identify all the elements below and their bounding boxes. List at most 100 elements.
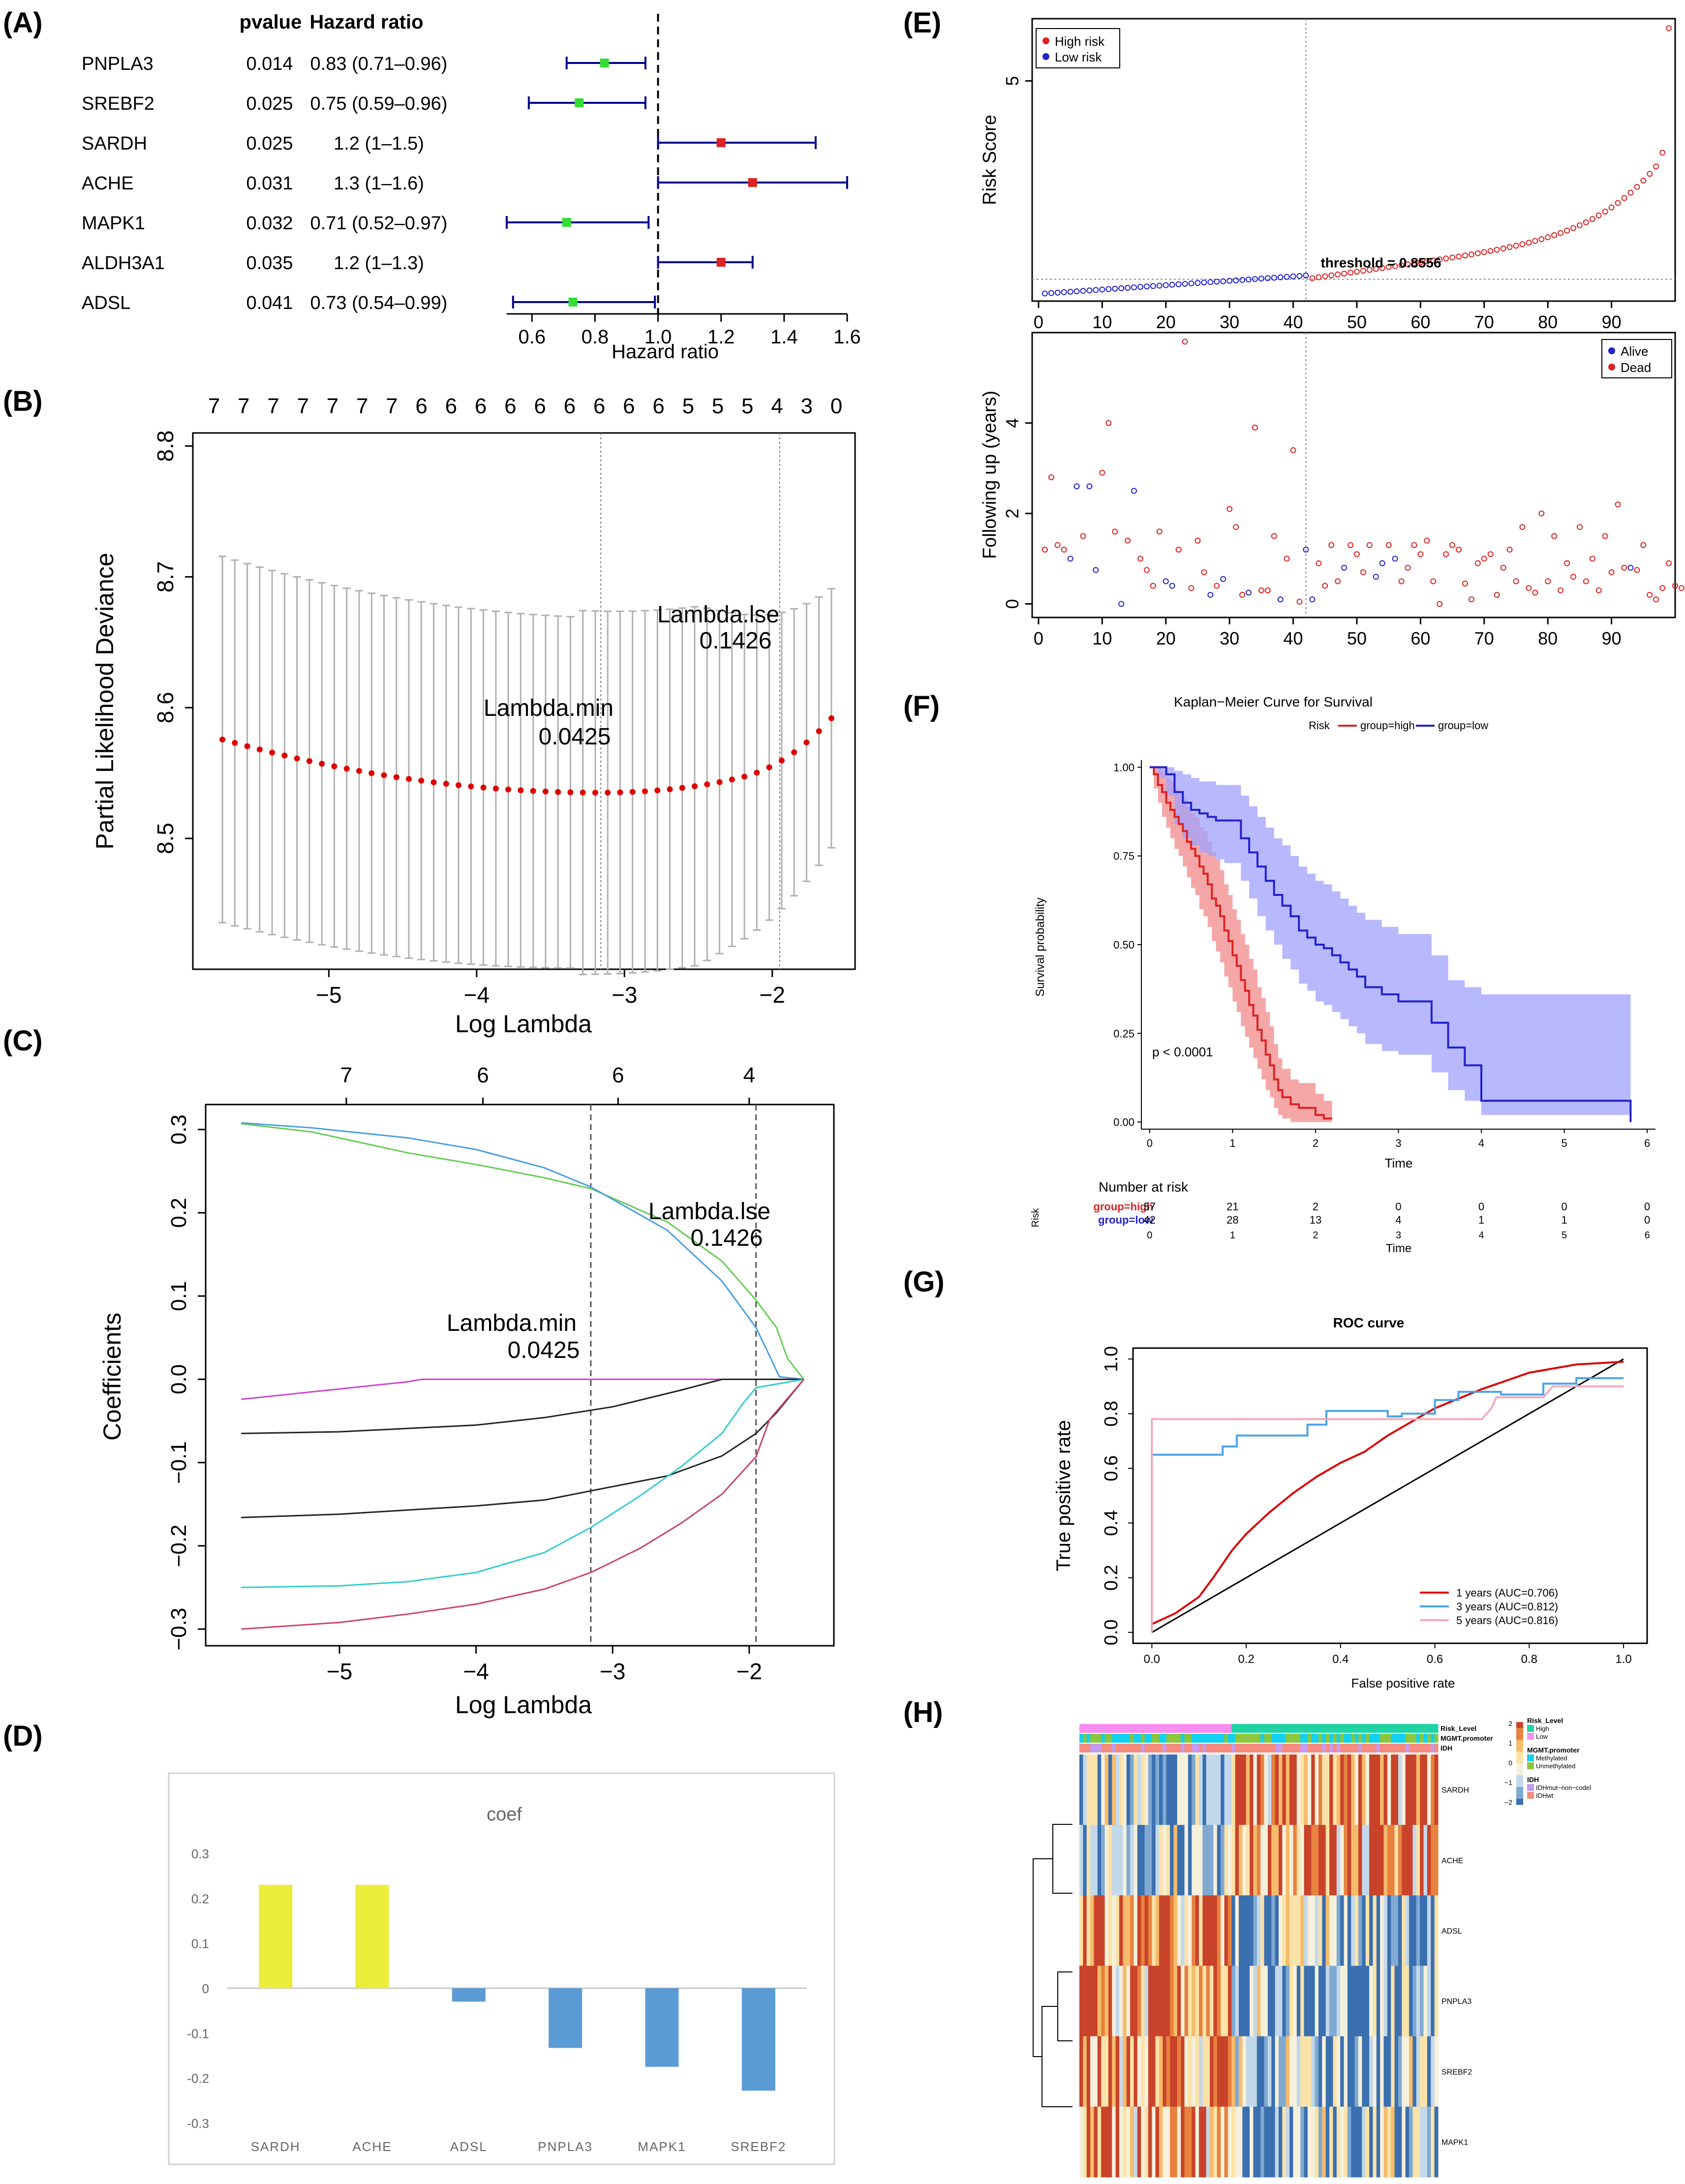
heatmap-cell	[1347, 1825, 1351, 1896]
heatmap-cell	[1217, 1754, 1221, 1825]
heatmap-cell	[1264, 1754, 1268, 1825]
heatmap-annotation-idh-cell	[1256, 1744, 1261, 1753]
heatmap-annotation-idh-cell	[1300, 1744, 1305, 1753]
heatmap-cell	[1163, 1754, 1167, 1825]
heatmap-cell	[1279, 1754, 1283, 1825]
heatmap-cell	[1137, 1825, 1141, 1896]
roc-x-tick-label: 0.8	[1521, 1653, 1537, 1666]
coef-bar-category-label: SREBF2	[731, 2139, 786, 2154]
heatmap-cell	[1173, 2036, 1178, 2107]
risk-x-tick-label: 0	[1034, 312, 1043, 332]
heatmap-annotation-mgmt-cell	[1152, 1734, 1156, 1743]
heatmap-cell	[1394, 1895, 1399, 1966]
lasso-cv-point	[704, 781, 710, 788]
heatmap-annotation-mgmt-cell	[1184, 1734, 1189, 1743]
lasso-cv-top-count: 3	[801, 394, 813, 418]
heatmap-annotation-mgmt-cell	[1141, 1734, 1145, 1743]
heatmap-annotation-mgmt-cell	[1315, 1734, 1319, 1743]
heatmap-cell	[1090, 2106, 1094, 2178]
forest-pvalue: 0.025	[246, 93, 293, 114]
heatmap-cell	[1166, 2106, 1170, 2178]
status-point	[1360, 569, 1366, 576]
status-point	[1405, 564, 1411, 571]
heatmap-cell	[1224, 1754, 1228, 1825]
km-x-tick-label: 3	[1395, 1137, 1401, 1149]
heatmap-cell	[1192, 2106, 1196, 2178]
risk-point	[1207, 279, 1214, 285]
heatmap-cell	[1159, 2106, 1163, 2178]
heatmap-cell	[1431, 1754, 1435, 1825]
heatmap-cell	[1159, 2036, 1163, 2107]
forest-hr-text: 0.71 (0.52–0.97)	[310, 213, 448, 234]
heatmap-annotation-risk-cell	[1173, 1724, 1178, 1733]
heatmap-cell	[1188, 1895, 1192, 1966]
heatmap-cell	[1423, 1966, 1428, 2037]
heatmap-cell	[1184, 2036, 1189, 2107]
heatmap-legend-swatch	[1527, 1733, 1534, 1740]
roc-y-tick-label: 0.0	[1101, 1619, 1122, 1645]
heatmap-annotation-idh-cell	[1296, 1744, 1301, 1753]
heatmap-cell	[1376, 1825, 1380, 1896]
heatmap-cell	[1101, 1825, 1105, 1896]
heatmap-scale-swatch	[1516, 1793, 1523, 1799]
heatmap-cell	[1373, 1754, 1377, 1825]
forest-hr-text: 0.75 (0.59–0.96)	[310, 93, 448, 114]
status-point	[1583, 578, 1589, 584]
km-risk-value: 2	[1313, 1200, 1318, 1213]
heatmap-annotation-label: MGMT.promoter	[1440, 1734, 1493, 1742]
km-curve	[1149, 766, 1632, 1122]
heatmap-cell	[1336, 1966, 1341, 2037]
risk-x-tick-label: 50	[1347, 312, 1367, 332]
heatmap-cell	[1311, 1825, 1316, 1896]
heatmap-cell	[1322, 2036, 1326, 2107]
heatmap-cell	[1206, 1754, 1210, 1825]
heatmap-annotation-risk-cell	[1101, 1724, 1105, 1733]
forest-x-tick-label: 1.0	[644, 326, 672, 348]
heatmap-cell	[1307, 1966, 1312, 2037]
heatmap-cell	[1431, 2106, 1435, 2178]
heatmap-cell	[1221, 1754, 1225, 1825]
heatmap-row-label: PNPLA3	[1441, 1998, 1471, 2006]
heatmap-cell	[1351, 1966, 1355, 2037]
heatmap-cell	[1101, 1966, 1105, 2037]
heatmap-cell	[1108, 2106, 1112, 2178]
heatmap-cell	[1311, 1754, 1316, 1825]
heatmap-cell	[1177, 1966, 1181, 2037]
heatmap-cell	[1358, 1895, 1362, 1966]
heatmap-cell	[1344, 1754, 1348, 1825]
status-point	[1672, 583, 1678, 589]
status-x-tick-label: 90	[1602, 628, 1622, 648]
status-x-tick-label: 0	[1034, 628, 1043, 648]
heatmap-cell	[1173, 1754, 1178, 1825]
lasso-cv-point	[617, 789, 623, 796]
heatmap-cell	[1391, 2106, 1395, 2178]
heatmap-cell	[1354, 1754, 1359, 1825]
heatmap-cell	[1192, 1966, 1196, 2037]
heatmap-cell	[1170, 1825, 1174, 1896]
heatmap-cell	[1264, 2106, 1268, 2178]
heatmap-cell	[1115, 2106, 1120, 2178]
heatmap-cell	[1286, 1825, 1290, 1896]
coef-path-line	[241, 1379, 804, 1588]
km-risk-x-tick-label: 0	[1147, 1230, 1152, 1241]
lasso-cv-plot: 7 7 7 7 7 7 7 6 6 6 6 6 6 6 6 6 5 5 5 4 3 0−5 −4 −3 −28.58.68.78…	[91, 394, 856, 1038]
heatmap-cell	[1086, 1895, 1091, 1966]
heatmap-annotation-mgmt-cell	[1250, 1734, 1254, 1743]
heatmap-annotation-risk-cell	[1144, 1724, 1149, 1733]
coef-path-line	[241, 1379, 804, 1400]
heatmap-annotation-mgmt-cell	[1340, 1734, 1345, 1743]
heatmap-cell	[1213, 1966, 1218, 2037]
heatmap-cell	[1202, 1895, 1207, 1966]
heatmap-annotation-idh-cell	[1137, 1744, 1141, 1753]
roc-y-tick-label: 0.6	[1101, 1455, 1122, 1481]
lasso-cv-point	[766, 764, 772, 770]
heatmap-cell	[1115, 1966, 1120, 2037]
risk-point	[1647, 171, 1653, 177]
status-point	[1519, 524, 1526, 530]
lasso-cv-point	[468, 783, 474, 790]
heatmap-cell	[1221, 1825, 1225, 1896]
heatmap-annotation-idh-cell	[1307, 1744, 1312, 1753]
risk-point	[1411, 260, 1417, 267]
risk-point	[1086, 287, 1093, 294]
heatmap-cell	[1086, 1966, 1091, 2037]
